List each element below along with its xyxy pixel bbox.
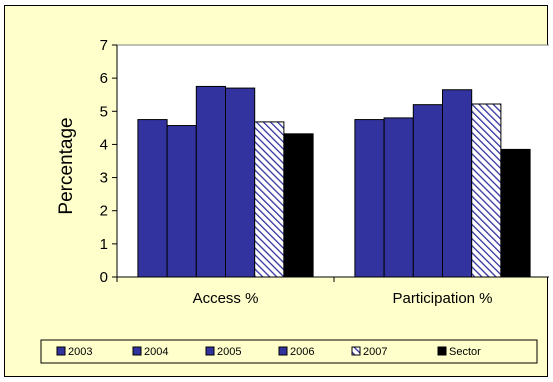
bar xyxy=(283,133,314,278)
bar xyxy=(137,119,168,278)
y-tick-label: 2 xyxy=(100,203,108,220)
legend-swatch xyxy=(205,346,215,356)
legend-swatch xyxy=(437,346,447,356)
y-tick-label: 4 xyxy=(100,136,108,153)
legend: 2003 2004 2005 2006 2007 Sector xyxy=(40,339,538,364)
bar xyxy=(166,125,197,278)
legend-label: 2007 xyxy=(363,346,387,358)
legend-swatch xyxy=(351,346,361,356)
bar xyxy=(354,119,385,278)
bar-chart: 0 1 2 3 4 5 6 7 Access % Participation % Percenta… xyxy=(40,37,549,364)
x-category-label: Participation % xyxy=(392,290,492,307)
y-tick-label: 6 xyxy=(100,70,108,87)
bar xyxy=(254,121,285,278)
legend-label: 2005 xyxy=(217,346,241,358)
y-tick-label: 0 xyxy=(100,269,108,286)
legend-label: Sector xyxy=(449,346,481,358)
y-tick-label: 5 xyxy=(100,103,108,120)
legend-label: 2006 xyxy=(290,346,314,358)
legend-label: 2003 xyxy=(68,346,92,358)
legend-label: 2004 xyxy=(144,346,168,358)
bar xyxy=(383,117,414,278)
y-tick-label: 1 xyxy=(100,236,108,253)
y-tick-label: 7 xyxy=(100,37,108,54)
y-tick-label: 3 xyxy=(100,170,108,187)
x-category-label: Access % xyxy=(193,290,259,307)
bar xyxy=(500,148,531,278)
legend-swatch xyxy=(56,346,66,356)
legend-swatch xyxy=(132,346,142,356)
bar xyxy=(195,85,227,278)
bar xyxy=(442,89,473,278)
chart-frame: 0 1 2 3 4 5 6 7 Access % Participation % Percenta… xyxy=(4,5,549,377)
bar xyxy=(225,87,256,278)
y-axis-label: Percentage xyxy=(56,117,77,214)
bar xyxy=(471,103,502,278)
legend-swatch xyxy=(278,346,288,356)
legend-box xyxy=(40,339,538,364)
plot-area: 0 1 2 3 4 5 6 7 Access % Participation % xyxy=(100,37,549,307)
bar xyxy=(412,104,443,278)
